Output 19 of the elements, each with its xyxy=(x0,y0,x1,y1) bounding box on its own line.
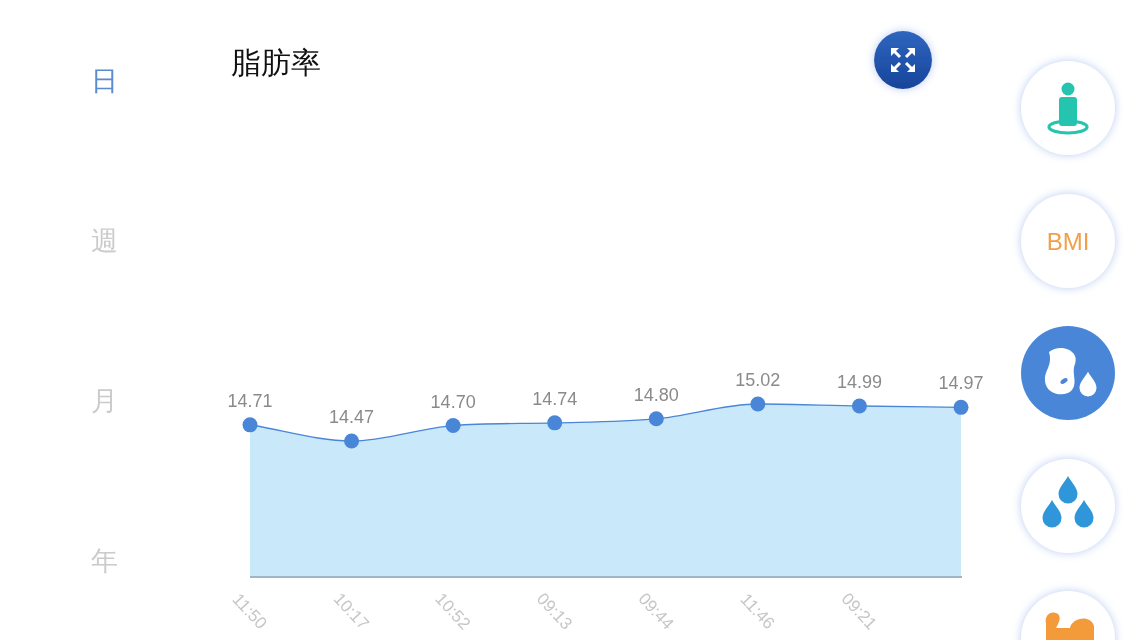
text: 日 xyxy=(90,64,118,96)
point xyxy=(648,411,664,427)
point xyxy=(445,418,461,434)
text: BMI xyxy=(1046,227,1090,255)
point xyxy=(851,398,867,414)
point xyxy=(242,417,258,433)
data-label: 14.70 xyxy=(430,391,476,412)
data-label: 14.80 xyxy=(633,384,679,405)
point xyxy=(344,433,360,449)
data-label: 14.47 xyxy=(329,407,375,427)
point xyxy=(750,396,766,412)
data-label: 14.71 xyxy=(227,390,273,411)
data-label: 15.02 xyxy=(735,370,781,390)
data-label: 14.74 xyxy=(532,388,578,409)
point xyxy=(547,415,563,431)
chart-title: 脂肪率 xyxy=(231,45,321,80)
point xyxy=(953,399,969,415)
data-label: 14.97 xyxy=(938,373,984,394)
data-label: 14.99 xyxy=(836,372,882,393)
